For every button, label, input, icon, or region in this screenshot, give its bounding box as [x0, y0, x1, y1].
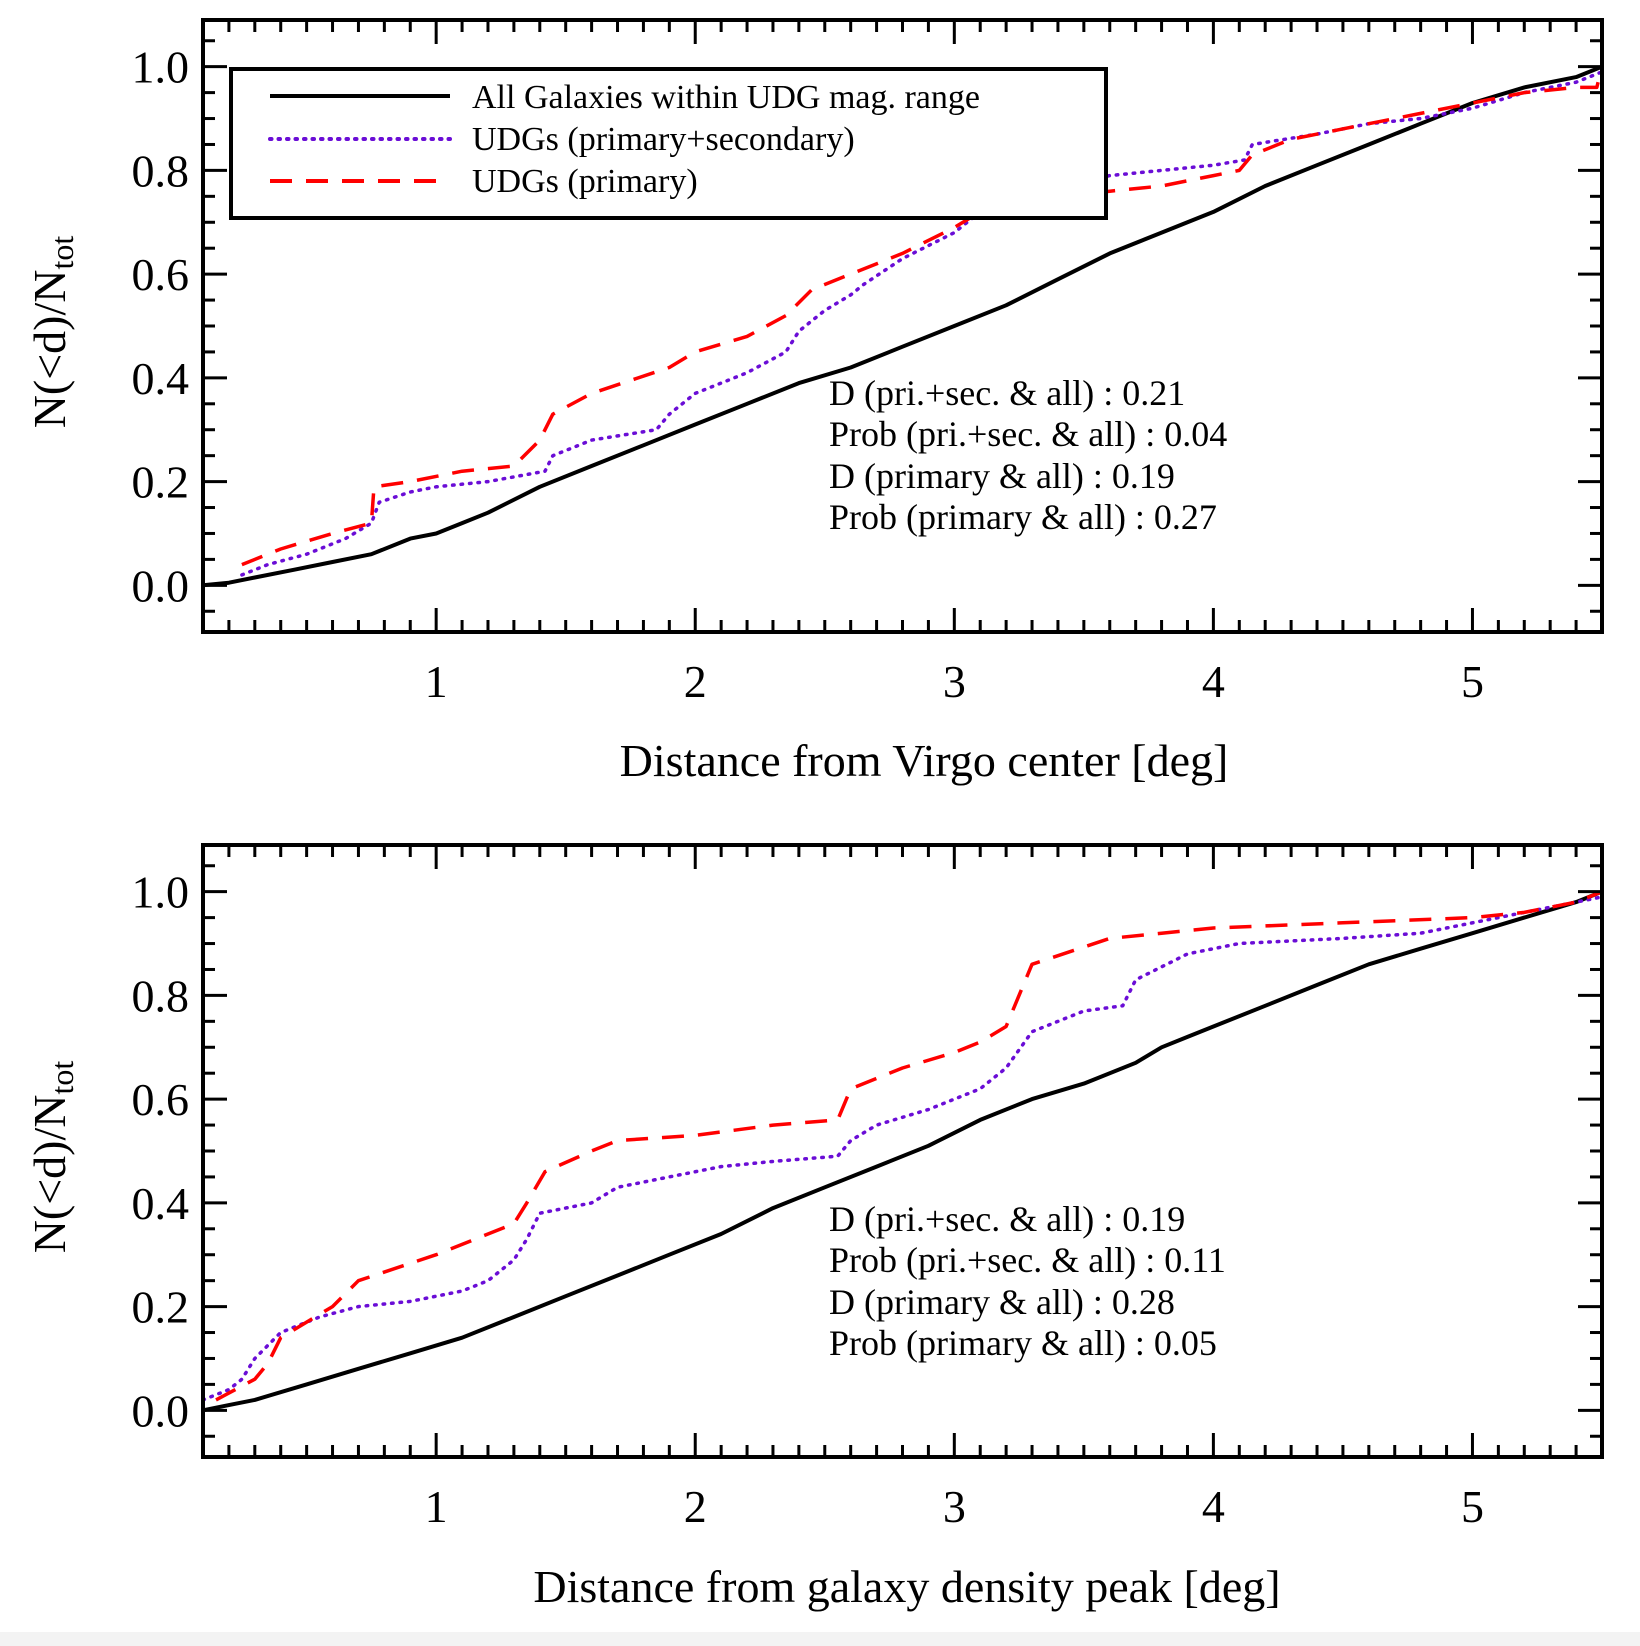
page-bottom-strip — [0, 1632, 1640, 1646]
annotation-line: Prob (primary & all) : 0.27 — [829, 497, 1217, 537]
series-line-solid — [202, 889, 1603, 1413]
y-tick-label: 0.4 — [132, 1178, 190, 1229]
y-axis-label: N(<d)/Ntot — [24, 1061, 80, 1254]
x-tick-label: 1 — [425, 1481, 448, 1532]
y-tick-label: 0.0 — [132, 560, 190, 611]
legend: All Galaxies within UDG mag. range UDGs … — [229, 67, 1108, 220]
x-axis-label: Distance from galaxy density peak [deg] — [533, 1561, 1280, 1612]
series-layer — [202, 64, 1604, 588]
y-tick-label: 0.4 — [132, 353, 190, 404]
annotation-line: D (primary & all) : 0.28 — [829, 1282, 1175, 1322]
series-layer — [201, 889, 1604, 1413]
annotation-line: Prob (pri.+sec. & all) : 0.04 — [829, 414, 1227, 454]
x-tick-label: 4 — [1202, 1481, 1225, 1532]
y-tick-label: 1.0 — [132, 867, 190, 918]
stats-annotation: D (pri.+sec. & all) : 0.19 Prob (pri.+se… — [829, 1199, 1226, 1363]
annotation-line: D (primary & all) : 0.19 — [829, 456, 1175, 496]
x-tick-labels: 1 2 3 4 5 — [425, 656, 1484, 707]
annotation-line: Prob (pri.+sec. & all) : 0.11 — [829, 1240, 1226, 1280]
series-line-solid — [202, 64, 1603, 588]
y-tick-labels: 0.0 0.2 0.4 0.6 0.8 1.0 — [132, 42, 190, 612]
legend-box — [229, 67, 1108, 220]
y-tick-label: 0.2 — [132, 1282, 190, 1333]
y-tick-label: 0.6 — [132, 1074, 190, 1125]
annotation-line: Prob (primary & all) : 0.05 — [829, 1323, 1217, 1363]
x-tick-label: 5 — [1461, 1481, 1484, 1532]
x-tick-label: 3 — [943, 656, 966, 707]
plot-frame — [201, 18, 1604, 634]
y-tick-label: 0.6 — [132, 249, 190, 300]
y-tick-label: 0.8 — [132, 145, 190, 196]
series-line-dashed — [241, 66, 1604, 567]
series-line-dotted — [201, 895, 1604, 1402]
x-tick-label: 2 — [684, 1481, 707, 1532]
x-tick-label: 5 — [1461, 656, 1484, 707]
y-tick-label: 0.8 — [132, 970, 190, 1021]
series-line-dotted — [240, 70, 1604, 577]
y-tick-labels: 0.0 0.2 0.4 0.6 0.8 1.0 — [132, 867, 190, 1437]
x-tick-label: 3 — [943, 1481, 966, 1532]
y-axis-label: N(<d)/Ntot — [24, 236, 80, 429]
series-line-dashed — [215, 890, 1603, 1402]
panel-density-peak: 0.0 0.2 0.4 0.6 0.8 1.0 1 2 3 4 5 Distance from g… — [24, 843, 1604, 1612]
x-tick-label: 4 — [1202, 656, 1225, 707]
y-tick-label: 0.2 — [132, 457, 190, 508]
x-tick-label: 1 — [425, 656, 448, 707]
plot-frame — [201, 843, 1604, 1459]
x-tick-labels: 1 2 3 4 5 — [425, 1481, 1484, 1532]
annotation-line: D (pri.+sec. & all) : 0.19 — [829, 1199, 1185, 1239]
panel-virgo-center: 0.0 0.2 0.4 0.6 0.8 1.0 1 2 3 4 5 Distance from V… — [24, 18, 1604, 786]
annotation-line: D (pri.+sec. & all) : 0.21 — [829, 373, 1185, 413]
y-tick-label: 1.0 — [132, 42, 190, 93]
legend-label-udg-primary-secondary: UDGs (primary+secondary) — [472, 121, 855, 158]
stats-annotation: D (pri.+sec. & all) : 0.21 Prob (pri.+se… — [829, 373, 1227, 537]
legend-label-all-galaxies: All Galaxies within UDG mag. range — [472, 79, 980, 116]
x-axis-label: Distance from Virgo center [deg] — [620, 735, 1229, 786]
legend-label-udg-primary: UDGs (primary) — [472, 163, 698, 200]
ticks-layer — [203, 845, 1602, 1457]
y-tick-label: 0.0 — [132, 1385, 190, 1436]
x-tick-label: 2 — [684, 656, 707, 707]
